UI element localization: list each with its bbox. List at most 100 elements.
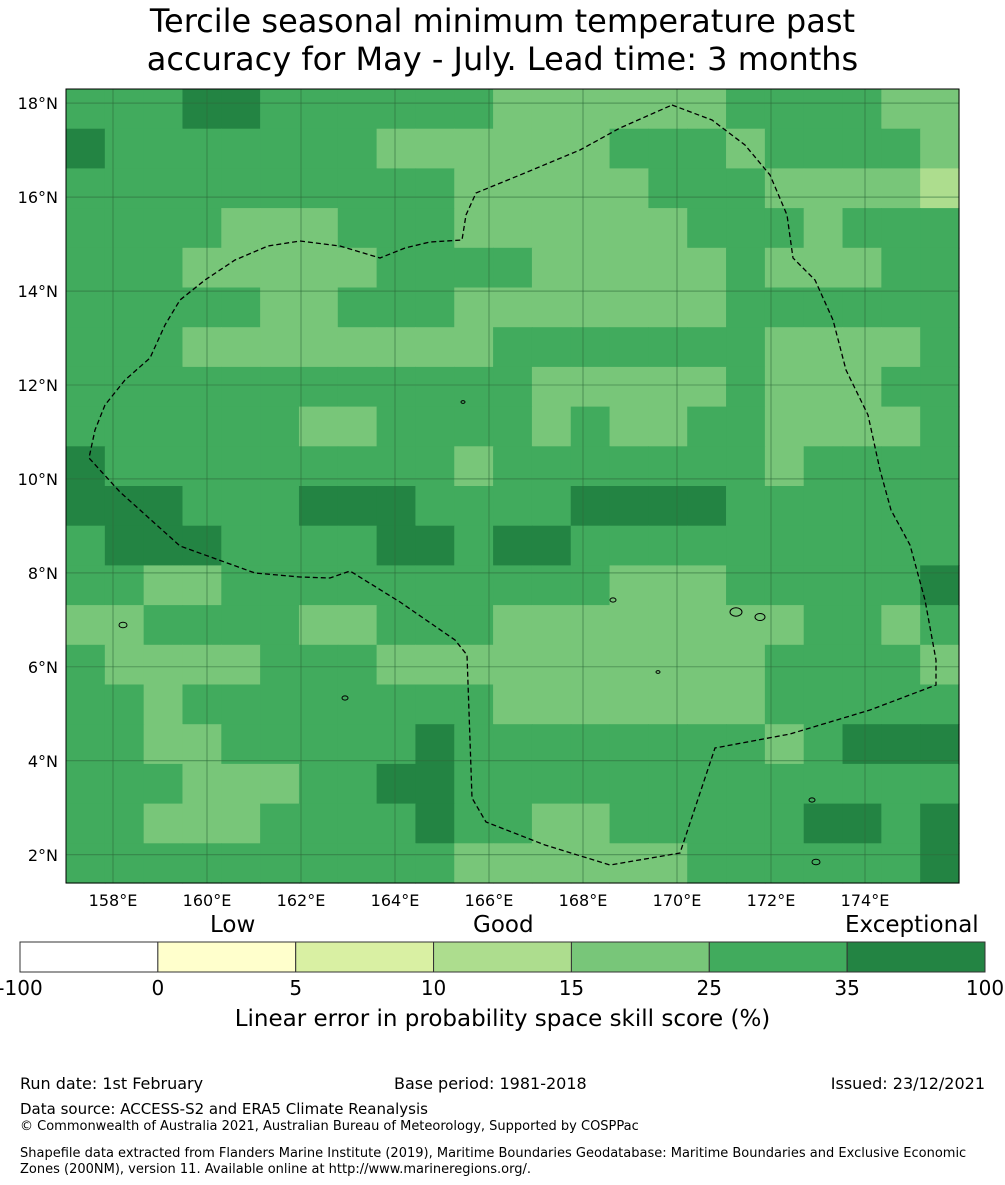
map-cell: [260, 763, 300, 805]
map-cell: [726, 763, 766, 805]
map-cell: [842, 128, 882, 169]
map-cell: [376, 247, 417, 289]
map-cell: [66, 287, 106, 328]
map-cell: [648, 803, 688, 844]
map-cell: [182, 565, 222, 606]
map-cell: [454, 287, 494, 328]
map-cell: [648, 763, 688, 805]
map-cell: [143, 843, 184, 884]
map-cell: [66, 763, 106, 805]
map-cell: [726, 486, 766, 527]
map-cell: [337, 486, 378, 527]
map-cell: [609, 406, 649, 447]
islands-layer: [118, 400, 821, 866]
map-cell: [337, 605, 378, 646]
map-cell: [143, 565, 184, 606]
map-cell: [609, 605, 649, 646]
map-cell: [570, 843, 611, 884]
map-cell: [104, 486, 145, 527]
map-cell: [221, 843, 261, 884]
skill-score-map: 18°N 16°N 14°N 12°N 10°N 8°N 6°N 4°N 2°N 158°E 16…: [18, 88, 960, 910]
map-cell: [726, 287, 766, 328]
map-cell: [881, 486, 921, 527]
map-cell: [221, 486, 261, 527]
shapefile-credit: Shapefile data extracted from Flanders M…: [20, 1146, 967, 1177]
map-cell: [570, 605, 611, 646]
map-cell: [493, 327, 533, 368]
map-cell: [687, 724, 727, 765]
map-cell: [260, 128, 300, 169]
map-cell: [687, 803, 727, 844]
map-cell: [842, 168, 882, 209]
map-cell: [920, 327, 960, 368]
map-cell: [260, 724, 300, 765]
map-cell: [920, 208, 960, 249]
map-cell: [260, 89, 300, 130]
map-cell: [182, 128, 222, 169]
map-cell: [803, 89, 844, 130]
map-cell: [726, 803, 766, 844]
map-cell: [104, 327, 145, 368]
map-cell: [842, 366, 882, 408]
map-cell: [764, 684, 805, 725]
map-cell: [609, 128, 649, 169]
map-cell: [298, 168, 339, 209]
map-cell: [415, 763, 455, 805]
map-cell: [687, 486, 727, 527]
map-cell: [221, 565, 261, 606]
map-cell: [454, 486, 494, 527]
map-cell: [221, 406, 261, 447]
map-cell: [415, 168, 455, 209]
map-cell: [687, 406, 727, 447]
map-cell: [570, 168, 611, 209]
map-cell: [687, 89, 727, 130]
map-cell: [842, 247, 882, 289]
map-cell: [337, 168, 378, 209]
map-cell: [648, 366, 688, 408]
map-cell: [881, 525, 921, 566]
map-cell: [376, 406, 417, 447]
map-cell: [531, 525, 572, 566]
map-cell: [337, 327, 378, 368]
map-cell: [298, 843, 339, 884]
map-cell: [764, 644, 805, 686]
map-cell: [764, 287, 805, 328]
map-cell: [454, 644, 494, 686]
colorbar-label: Linear error in probability space skill …: [234, 1006, 771, 1032]
map-cell: [221, 366, 261, 408]
map-cell: [143, 366, 184, 408]
map-cell: [609, 327, 649, 368]
map-cell: [493, 803, 533, 844]
map-cell: [415, 605, 455, 646]
island-outline: [808, 797, 816, 803]
lon-label: 160°E: [183, 891, 232, 910]
map-cell: [493, 843, 533, 884]
map-cell: [493, 406, 533, 447]
map-cell: [842, 327, 882, 368]
map-cell: [493, 366, 533, 408]
map-cell: [454, 763, 494, 805]
map-cell: [726, 843, 766, 884]
map-cell: [415, 486, 455, 527]
map-cell: [104, 843, 145, 884]
map-cell: [221, 446, 261, 487]
map-cell: [415, 525, 455, 566]
map-cell: [66, 644, 106, 686]
colorbar-header-good: Good: [473, 912, 534, 938]
map-cell: [66, 684, 106, 725]
lat-label: 14°N: [18, 282, 58, 301]
colorbar-segment: [708, 941, 848, 973]
map-cell: [66, 605, 106, 646]
map-cell: [920, 89, 960, 130]
map-cell: [182, 287, 222, 328]
map-cell: [260, 525, 300, 566]
map-cell: [376, 287, 417, 328]
map-cell: [182, 406, 222, 447]
map-cell: [726, 366, 766, 408]
map-cell: [803, 208, 844, 249]
colorbar-tick-label: 0: [151, 976, 165, 1000]
map-cell: [493, 644, 533, 686]
map-cell: [337, 684, 378, 725]
map-cell: [609, 486, 649, 527]
map-cell: [454, 724, 494, 765]
